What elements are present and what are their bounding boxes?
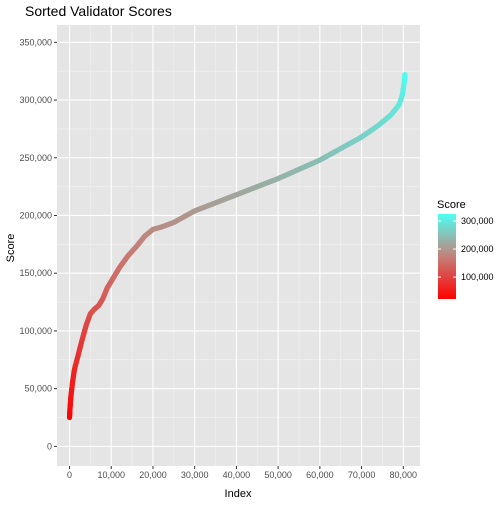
- y-tick-label: 250,000: [19, 153, 52, 163]
- data-point: [402, 72, 408, 78]
- y-tick-label: 150,000: [19, 268, 52, 278]
- x-tick-label: 0: [67, 470, 72, 480]
- x-tick-label: 60,000: [306, 470, 334, 480]
- y-tick-label: 100,000: [19, 326, 52, 336]
- legend-tick-label: 200,000: [461, 244, 494, 254]
- x-tick-label: 40,000: [223, 470, 251, 480]
- x-tick-label: 70,000: [348, 470, 376, 480]
- y-axis: 0 50,000 100,000 150,000 200,000 250,000 300,0…: [19, 37, 57, 451]
- y-axis-title: Score: [5, 234, 17, 263]
- legend-tick-label: 300,000: [461, 216, 494, 226]
- legend: Score 100,000 200,000 300,000: [437, 199, 494, 299]
- y-tick-label: 0: [47, 441, 52, 451]
- legend-tick-label: 100,000: [461, 272, 494, 282]
- x-axis-title: Index: [225, 488, 252, 500]
- y-tick-label: 200,000: [19, 210, 52, 220]
- x-tick-label: 10,000: [97, 470, 125, 480]
- x-tick-label: 80,000: [390, 470, 418, 480]
- grid-minor: [57, 25, 420, 466]
- data-points: [66, 72, 408, 421]
- legend-colorbar: [438, 214, 456, 299]
- x-tick-label: 20,000: [139, 470, 167, 480]
- y-tick-label: 350,000: [19, 37, 52, 47]
- x-axis: 0 10,000 20,000 30,000 40,000 50,000 60,000 70,…: [67, 466, 417, 480]
- plot-background: [57, 25, 420, 466]
- legend-ticks: 100,000 200,000 300,000: [438, 216, 494, 282]
- y-tick-label: 50,000: [24, 384, 52, 394]
- x-tick-label: 30,000: [181, 470, 209, 480]
- chart-title: Sorted Validator Scores: [25, 3, 172, 19]
- x-tick-label: 50,000: [264, 470, 292, 480]
- legend-title: Score: [437, 199, 466, 211]
- y-tick-label: 300,000: [19, 95, 52, 105]
